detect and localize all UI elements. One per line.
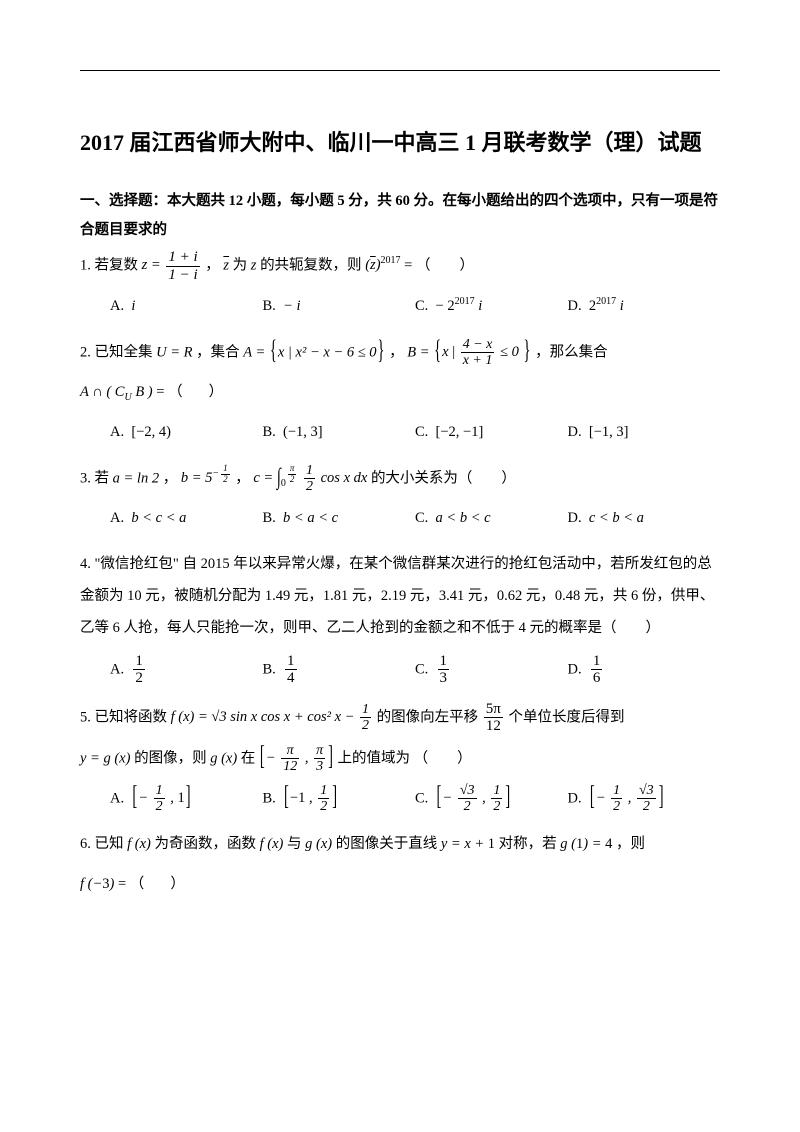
q3-option-a: A. b < c < a — [110, 503, 263, 535]
question-6: 6. 已知 f (x) 为奇函数，函数 f (x) 与 g (x) 的图像关于直… — [80, 829, 720, 861]
question-5-line2: y = g (x) 的图像，则 g (x) 在 [− π12 , π3] 上的值… — [80, 743, 720, 775]
q3-option-d: D. c < b < a — [568, 503, 721, 535]
q4-option-d: D. 16 — [568, 653, 721, 687]
top-rule — [80, 70, 720, 71]
question-6-line2: f (−3) = （） — [80, 869, 720, 901]
q1-option-b: B. − i — [263, 291, 416, 323]
q1-options: A. i B. − i C. − 22017 i D. 22017 i — [80, 291, 720, 323]
q3-option-c: C. a < b < c — [415, 503, 568, 535]
q1-option-d: D. 22017 i — [568, 291, 721, 323]
q4-option-c: C. 13 — [415, 653, 568, 687]
q5-option-d: D. [− 12 , √32] — [568, 783, 721, 815]
q1-fraction: 1 + i 1 − i — [166, 249, 199, 283]
question-3: 3. 若 a = ln 2 ， b = 5−12 ， c = ∫0π2 1 2 … — [80, 463, 720, 495]
q1-prefix: 1. 若复数 — [80, 257, 142, 273]
section-header: 一、选择题：本大题共 12 小题，每小题 5 分，共 60 分。在每小题给出的四… — [80, 187, 720, 245]
question-2-line2: A ∩ ( CU B ) = （） — [80, 377, 720, 409]
q1-option-c: C. − 22017 i — [415, 291, 568, 323]
question-2: 2. 已知全集 U = R ，集合 A = {x | x² − x − 6 ≤ … — [80, 337, 720, 369]
q4-option-b: B. 14 — [263, 653, 416, 687]
q2-options: A. [−2, 4) B. (−1, 3] C. [−2, −1] D. [−1… — [80, 417, 720, 449]
question-1: 1. 若复数 z = 1 + i 1 − i ， z 为 z 的共轭复数，则 (… — [80, 249, 720, 283]
exam-title: 2017 届江西省师大附中、临川一中高三 1 月联考数学（理）试题 — [80, 121, 720, 165]
q3-option-b: B. b < a < c — [263, 503, 416, 535]
q2-option-c: C. [−2, −1] — [415, 417, 568, 449]
q5-option-c: C. [− √32 , 12] — [415, 783, 568, 815]
q2-b-fraction: 4 − x x + 1 — [461, 337, 495, 369]
q4-options: A. 12 B. 14 C. 13 D. 16 — [80, 653, 720, 687]
question-5: 5. 已知将函数 f (x) = √3 sin x cos x + cos² x… — [80, 701, 720, 735]
q2-option-b: B. (−1, 3] — [263, 417, 416, 449]
q2-option-a: A. [−2, 4) — [110, 417, 263, 449]
q5-options: A. [− 12 , 1] B. [−1 , 12] C. [− √32 , 1… — [80, 783, 720, 815]
q4-option-a: A. 12 — [110, 653, 263, 687]
q1-option-a: A. i — [110, 291, 263, 323]
question-4: 4. "微信抢红包" 自 2015 年以来异常火爆，在某个微信群某次进行的抢红包… — [80, 549, 720, 645]
q2-option-d: D. [−1, 3] — [568, 417, 721, 449]
q3-options: A. b < c < a B. b < a < c C. a < b < c D… — [80, 503, 720, 535]
q5-option-b: B. [−1 , 12] — [263, 783, 416, 815]
q5-option-a: A. [− 12 , 1] — [110, 783, 263, 815]
